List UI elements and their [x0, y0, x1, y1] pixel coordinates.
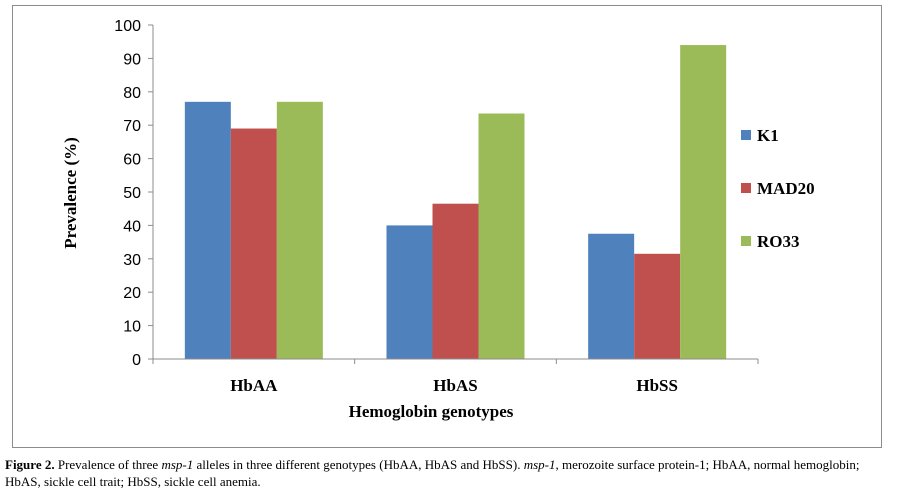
legend-label-mad20: MAD20 — [757, 179, 815, 198]
caption-text-1: Prevalence of three — [54, 457, 162, 472]
axes-layer — [148, 24, 759, 364]
x-tick-label: HbSS — [636, 376, 678, 395]
legend-swatch-mad20 — [741, 183, 751, 193]
bar-ro33-hbas — [478, 113, 525, 359]
caption-text-3: , merozoite surface protein-1; HbAA, nor… — [5, 457, 860, 489]
x-axis-title: Hemoglobin genotypes — [349, 402, 514, 421]
bar-chart: HbAA HbAS HbSS 0 10 20 30 40 50 60 70 80 90 100 Preva… — [61, 18, 815, 421]
y-axis-title: Prevalence (%) — [61, 137, 80, 249]
chart-frame: HbAA HbAS HbSS 0 10 20 30 40 50 60 70 80 90 100 Preva… — [12, 5, 882, 448]
y-tick-label: 100 — [114, 18, 141, 35]
caption-label: Figure 2. — [5, 457, 55, 472]
bar-mad20-hbas — [432, 203, 479, 359]
caption-gene-2: msp-1 — [523, 457, 556, 472]
y-tick-label: 20 — [123, 285, 141, 302]
bar-k1-hbss — [588, 233, 635, 359]
caption-text-2: alleles in three different genotypes (Hb… — [193, 457, 524, 472]
y-tick-label: 80 — [123, 85, 141, 102]
legend-label-k1: K1 — [757, 126, 779, 145]
bar-ro33-hbss — [680, 45, 727, 359]
legend: K1 MAD20 RO33 — [741, 126, 815, 251]
legend-swatch-ro33 — [741, 236, 751, 246]
legend-swatch-k1 — [741, 130, 751, 140]
y-tick-label: 0 — [132, 352, 141, 369]
x-tick-label: HbAS — [433, 376, 477, 395]
labels-layer: HbAA HbAS HbSS 0 10 20 30 40 50 60 70 80 90 100 — [114, 18, 678, 395]
y-tick-label: 30 — [123, 252, 141, 269]
bar-mad20-hbaa — [230, 128, 277, 359]
bar-ro33-hbaa — [276, 101, 323, 359]
y-tick-label: 50 — [123, 185, 141, 202]
bar-k1-hbaa — [184, 101, 231, 359]
bar-mad20-hbss — [634, 253, 681, 359]
y-tick-label: 40 — [123, 218, 141, 235]
y-tick-label: 60 — [123, 152, 141, 169]
x-tick-label: HbAA — [230, 376, 278, 395]
bar-k1-hbas — [386, 225, 433, 359]
bars-layer — [184, 45, 727, 359]
legend-label-ro33: RO33 — [757, 232, 800, 251]
y-tick-label: 10 — [123, 319, 141, 336]
caption-gene-1: msp-1 — [161, 457, 194, 472]
figure-caption: Figure 2. Prevalence of three msp-1 alle… — [5, 456, 895, 490]
y-tick-label: 90 — [123, 51, 141, 68]
y-tick-label: 70 — [123, 118, 141, 135]
